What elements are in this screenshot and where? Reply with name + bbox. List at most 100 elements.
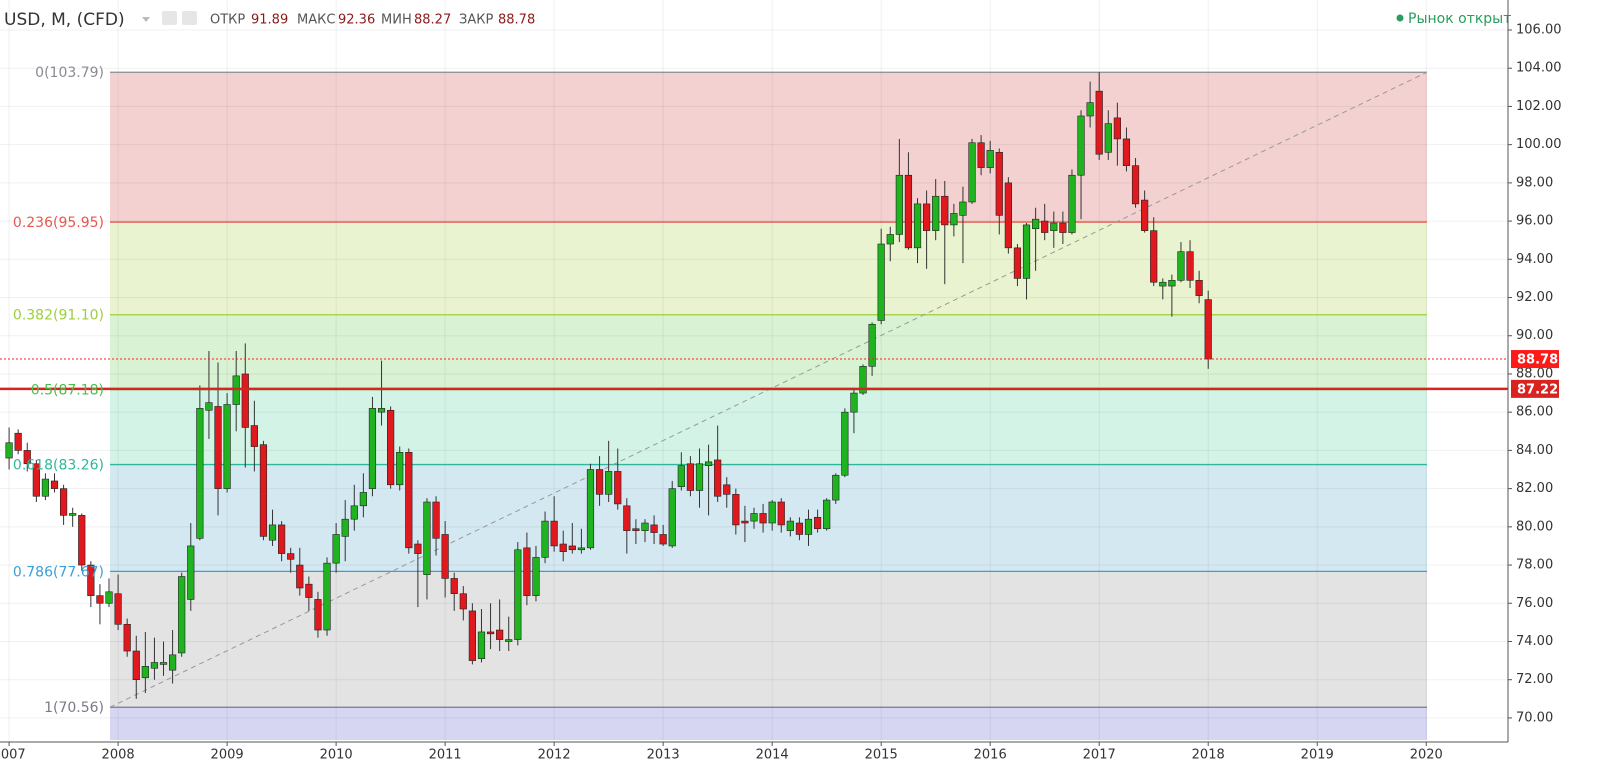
candle-body [405, 452, 413, 549]
y-tick-label: 106.00 [1516, 23, 1562, 38]
candle-body [977, 142, 985, 168]
x-tick-label: 2016 [974, 748, 1007, 763]
y-tick-label: 102.00 [1516, 99, 1562, 114]
candle-body [959, 201, 967, 216]
candle-body [50, 480, 59, 489]
candle-body [1150, 230, 1158, 283]
candle-body [832, 474, 840, 501]
dropdown-icon[interactable] [142, 17, 150, 22]
low-value: 88.27 [414, 13, 451, 28]
candle-body [1186, 251, 1194, 281]
fib-label: 0(103.79) [35, 65, 104, 81]
candle-body [877, 243, 885, 321]
candle-body [750, 513, 758, 522]
candle-body [1059, 222, 1067, 233]
candle-body [895, 174, 903, 235]
x-tick-label: 2011 [429, 748, 462, 763]
candle-body [387, 409, 395, 486]
candle-body [850, 392, 858, 413]
candle-body [668, 488, 676, 547]
candle-body [886, 234, 894, 245]
candle-body [595, 469, 604, 495]
y-tick-label: 90.00 [1516, 328, 1553, 343]
fib-band [110, 222, 1427, 315]
candle-body [968, 142, 976, 203]
candle-body [14, 432, 22, 451]
x-tick-label: 2010 [320, 748, 353, 763]
x-tick-label: 2014 [756, 748, 789, 763]
candle-body [932, 195, 940, 231]
candle-body [659, 534, 667, 545]
settings-icon[interactable] [182, 11, 197, 25]
candle-body [686, 463, 695, 491]
candle-body [650, 524, 658, 533]
symbol[interactable]: USD, M, (CFD) [4, 10, 125, 30]
candle-body [1013, 247, 1022, 279]
candle-body [368, 408, 377, 489]
candle-body [514, 549, 522, 640]
y-tick-label: 94.00 [1516, 252, 1553, 267]
fib-band [110, 464, 1427, 572]
fib-band [110, 389, 1427, 465]
x-tick-label: 2015 [865, 748, 898, 763]
candle-body [605, 471, 613, 495]
candle-body [87, 564, 95, 596]
candle-body [1077, 115, 1085, 176]
candle-body [359, 492, 367, 507]
candle-body [41, 478, 50, 497]
fib-band [110, 314, 1427, 390]
candle-body [841, 411, 849, 476]
candle-body [332, 534, 340, 564]
fib-band [110, 707, 1427, 740]
x-tick-label: 2020 [1410, 748, 1443, 763]
candle-body [423, 501, 431, 575]
y-tick-label: 84.00 [1516, 443, 1553, 458]
candle-body [278, 524, 286, 554]
fib-band [110, 72, 1427, 223]
fib-label: 1(70.56) [44, 700, 104, 716]
candle-body [541, 520, 549, 558]
candle-body [459, 593, 467, 610]
y-tick-label: 92.00 [1516, 290, 1553, 305]
candle-body [305, 583, 313, 598]
status-dot [1396, 14, 1404, 22]
x-tick-label: 2018 [1192, 748, 1225, 763]
candle-body [105, 591, 113, 604]
candle-body [641, 522, 649, 531]
candle-body [486, 631, 495, 635]
candle-body [1041, 220, 1049, 233]
candle-body [1104, 123, 1112, 153]
candle-body [187, 545, 195, 600]
fib-label: 0.236(95.95) [13, 215, 104, 231]
candle-body [623, 505, 631, 531]
candle-body [741, 520, 749, 524]
eye-icon[interactable] [162, 11, 177, 25]
price-label-bg [1511, 379, 1559, 398]
candle-body [496, 629, 504, 640]
x-tick-label: 2007 [0, 748, 26, 763]
candle-body [1004, 182, 1012, 249]
candle-body [904, 174, 913, 249]
candle-body [123, 623, 131, 652]
price-label: 87.22 [1517, 382, 1558, 397]
candle-body [432, 501, 440, 539]
candle-body [250, 425, 258, 447]
candle-body [69, 513, 77, 516]
candle-body [1122, 138, 1131, 166]
y-tick-label: 98.00 [1516, 175, 1553, 190]
candle-body [1068, 174, 1076, 233]
candle-body [150, 662, 159, 669]
y-tick-label: 86.00 [1516, 405, 1553, 420]
candle-body [614, 471, 622, 505]
candle-body [505, 639, 513, 642]
candle-body [577, 547, 585, 551]
high-value: 92.36 [338, 13, 375, 28]
x-tick-label: 2012 [538, 748, 571, 763]
x-tick-label: 2009 [211, 748, 244, 763]
candle-body [178, 576, 186, 654]
candle-body [287, 553, 295, 560]
price-label: 88.78 [1517, 353, 1558, 368]
candle-body [1113, 117, 1121, 140]
candle-body [823, 499, 831, 530]
market-status: Рынок открыт [1408, 11, 1511, 27]
